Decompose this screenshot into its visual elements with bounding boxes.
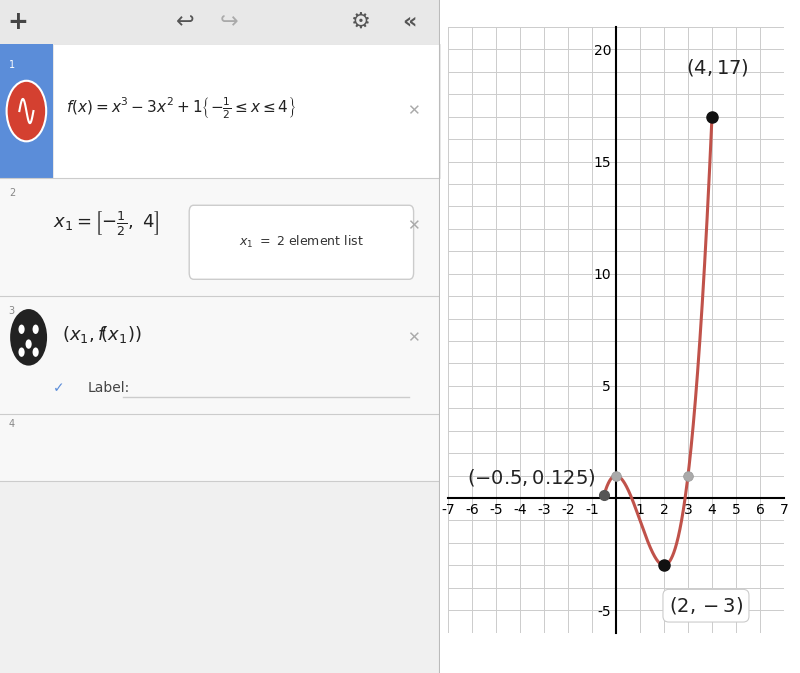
Text: ✕: ✕ [407,218,420,233]
Text: $(-0.5, 0.125)$: $(-0.5, 0.125)$ [467,467,596,489]
Text: 1: 1 [9,60,15,70]
Text: ↩: ↩ [175,12,194,32]
Text: 4: 4 [9,419,15,429]
Circle shape [6,81,46,141]
Text: ✕: ✕ [407,104,420,118]
Circle shape [10,309,47,365]
Text: $(4, 17)$: $(4, 17)$ [686,57,748,78]
Text: $\left(x_1,f\!\left(x_1\right)\right)$: $\left(x_1,f\!\left(x_1\right)\right)$ [62,324,141,345]
FancyBboxPatch shape [0,44,53,178]
Text: $x_1\ =\ $2 element list: $x_1\ =\ $2 element list [239,234,364,250]
Text: +: + [7,10,28,34]
Circle shape [33,347,38,357]
FancyBboxPatch shape [0,0,440,44]
Circle shape [18,347,25,357]
Circle shape [33,324,38,334]
Text: ⚙: ⚙ [350,12,371,32]
Text: ↪: ↪ [219,12,238,32]
Text: ✓: ✓ [53,381,65,395]
Text: $x_1 = \left[-\frac{1}{2},\ 4\right]$: $x_1 = \left[-\frac{1}{2},\ 4\right]$ [53,209,159,237]
Text: Label:: Label: [88,381,130,395]
Text: «: « [402,12,416,32]
Text: 2: 2 [9,188,15,198]
FancyBboxPatch shape [0,296,440,414]
FancyBboxPatch shape [0,481,440,673]
Text: $(2, -3)$: $(2, -3)$ [669,595,743,616]
FancyBboxPatch shape [0,414,440,481]
FancyBboxPatch shape [0,178,440,296]
Text: ✕: ✕ [407,330,420,345]
Circle shape [26,339,32,349]
Circle shape [18,324,25,334]
FancyBboxPatch shape [190,205,414,279]
Text: 3: 3 [9,306,15,316]
FancyBboxPatch shape [53,44,440,178]
Text: $f(x) = x^3 - 3x^2 + 1\left\{-\frac{1}{2} \leq x \leq 4\right\}$: $f(x) = x^3 - 3x^2 + 1\left\{-\frac{1}{2… [66,96,297,121]
